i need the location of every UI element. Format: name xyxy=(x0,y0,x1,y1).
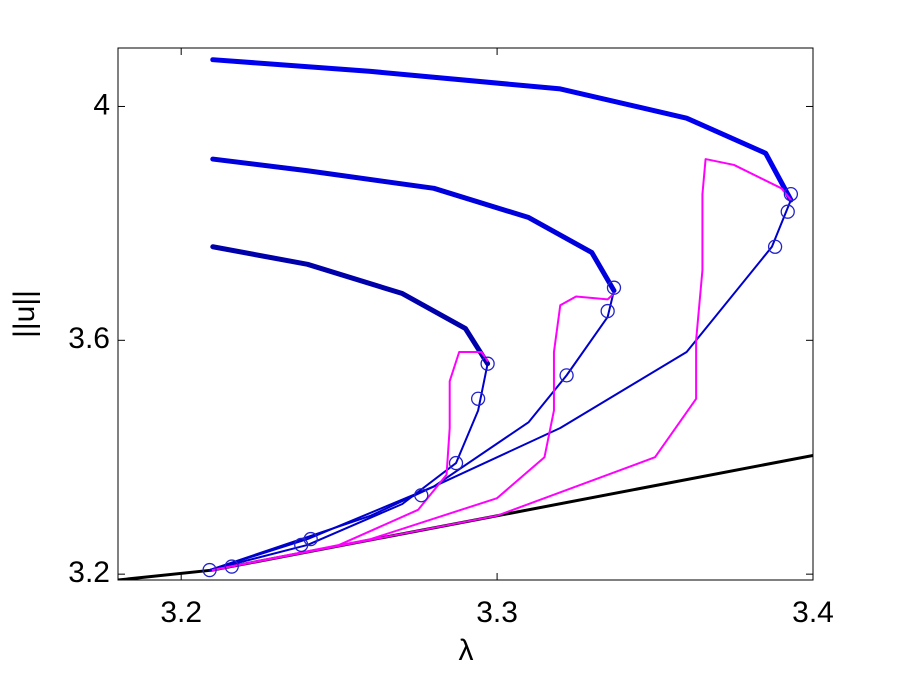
marker xyxy=(600,303,615,319)
curve xyxy=(210,57,794,203)
marker xyxy=(202,562,217,578)
curve xyxy=(211,158,792,572)
curve xyxy=(211,351,489,572)
marker xyxy=(559,368,574,383)
marker xyxy=(448,455,464,471)
x-tick-label: 3.3 xyxy=(476,596,518,629)
axes-frame xyxy=(117,47,814,581)
marker xyxy=(470,391,486,406)
curve xyxy=(118,453,813,580)
marker xyxy=(224,559,239,574)
y-tick-label: 4 xyxy=(93,88,110,121)
curve xyxy=(208,289,615,572)
marker xyxy=(480,356,495,371)
curve xyxy=(210,156,617,294)
curve xyxy=(210,244,491,367)
marker xyxy=(606,280,622,295)
marker xyxy=(780,204,795,219)
curve xyxy=(208,199,792,572)
marker xyxy=(414,488,429,503)
curve xyxy=(211,292,615,572)
plot-area xyxy=(118,57,813,580)
curve xyxy=(208,362,489,572)
x-tick-label: 3.2 xyxy=(160,596,202,629)
marker xyxy=(767,239,783,254)
y-tick-label: 3.6 xyxy=(68,322,110,355)
y-tick-label: 3.2 xyxy=(68,556,110,589)
marker xyxy=(783,187,799,202)
y-axis-label: ||u|| xyxy=(8,290,41,338)
x-axis-label: λ xyxy=(459,634,474,667)
x-tick-label: 3.4 xyxy=(792,596,834,629)
marker xyxy=(303,531,318,547)
